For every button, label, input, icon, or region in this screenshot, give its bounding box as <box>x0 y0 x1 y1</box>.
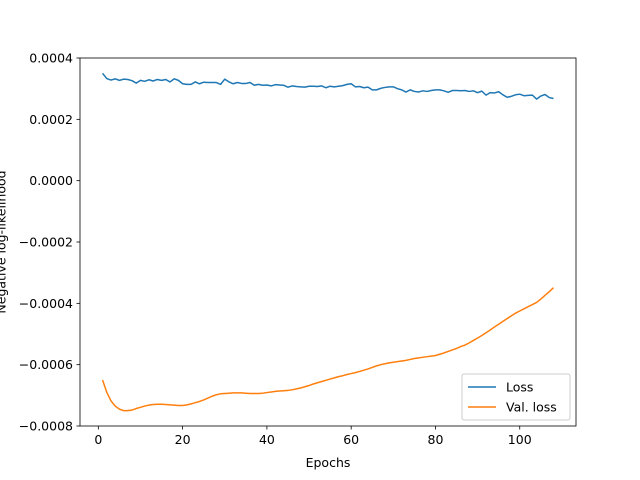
x-tick-label: 100 <box>508 432 532 447</box>
y-tick-label: 0.0000 <box>29 173 73 188</box>
data-line <box>101 72 554 100</box>
data-line <box>101 287 554 412</box>
legend-label: Val. loss <box>506 400 557 415</box>
y-tick-label: −0.0002 <box>19 235 73 250</box>
x-tick-label: 60 <box>343 432 359 447</box>
x-tick-label: 80 <box>428 432 444 447</box>
x-axis-label: Epochs <box>306 455 351 470</box>
x-tick-label: 20 <box>175 432 191 447</box>
y-tick-label: 0.0002 <box>29 112 73 127</box>
axes-frame <box>79 57 577 427</box>
legend-box <box>461 373 571 421</box>
y-tick-label: −0.0004 <box>19 296 73 311</box>
y-tick-label: −0.0006 <box>19 357 73 372</box>
y-axis-label: Negative log-likelihood <box>0 170 9 313</box>
legend-label: Loss <box>506 380 533 395</box>
y-tick-label: 0.0004 <box>29 51 73 66</box>
legend: Loss Val. loss <box>461 373 571 421</box>
y-tick-label: −0.0008 <box>19 419 73 434</box>
x-tick-label: 0 <box>94 432 102 447</box>
x-tick-label: 40 <box>259 432 275 447</box>
